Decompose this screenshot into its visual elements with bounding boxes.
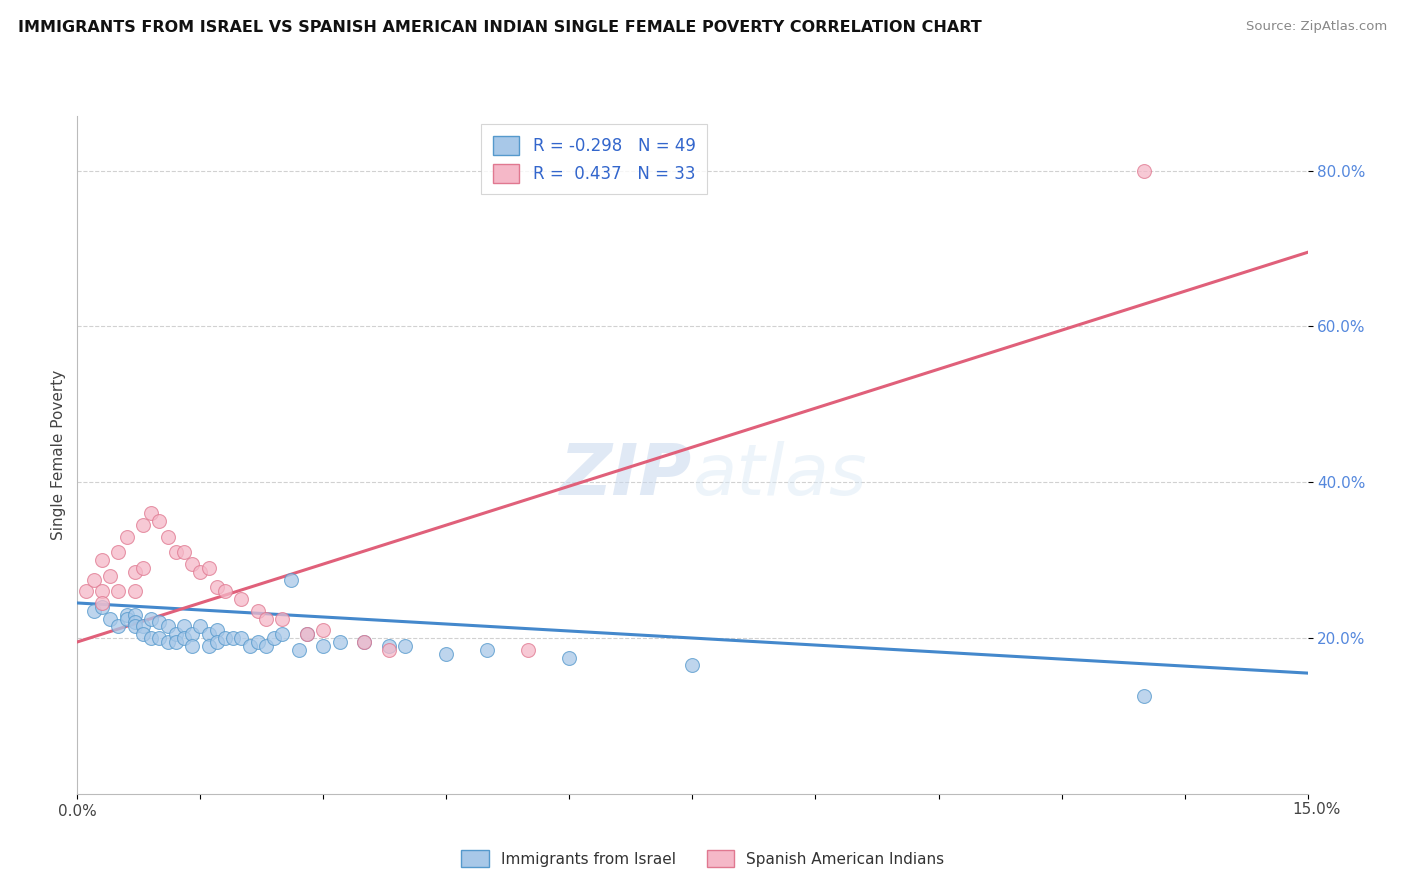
Point [181,639,204,653]
Point [280,573,302,587]
Point [329,635,352,649]
Point [312,639,335,653]
Point [141,631,163,645]
Point [132,561,155,575]
Point [165,545,187,559]
Point [165,627,187,641]
Point [181,627,204,641]
Point [558,650,581,665]
Point [124,615,146,630]
Point [312,624,335,638]
Point [205,581,228,595]
Point [141,507,163,521]
Point [205,624,228,638]
Point [394,639,416,653]
Point [107,545,129,559]
Point [353,635,375,649]
Point [1132,690,1154,704]
Point [263,631,285,645]
Point [197,561,219,575]
Point [295,627,318,641]
Point [107,619,129,633]
Point [378,642,401,657]
Point [682,658,704,673]
Point [90,553,114,567]
Point [148,631,170,645]
Point [156,635,179,649]
Point [124,619,146,633]
Point [477,642,499,657]
Point [205,635,228,649]
Point [148,514,170,528]
Point [124,584,146,599]
Point [231,631,253,645]
Point [181,557,204,571]
Point [254,611,277,625]
Point [90,596,114,610]
Point [214,631,236,645]
Point [1132,163,1154,178]
Point [222,631,245,645]
Legend: R = -0.298   N = 49, R =  0.437   N = 33: R = -0.298 N = 49, R = 0.437 N = 33 [481,124,707,194]
Point [436,647,458,661]
Point [148,615,170,630]
Point [115,611,138,625]
Point [141,611,163,625]
Point [271,611,294,625]
Point [107,584,129,599]
Point [165,635,187,649]
Point [115,607,138,622]
Point [124,607,146,622]
Point [124,565,146,579]
Point [75,584,97,599]
Point [295,627,318,641]
Point [246,635,269,649]
Point [156,530,179,544]
Point [132,518,155,533]
Point [378,639,401,653]
Point [156,619,179,633]
Point [214,584,236,599]
Legend: Immigrants from Israel, Spanish American Indians: Immigrants from Israel, Spanish American… [456,844,950,873]
Point [98,611,121,625]
Y-axis label: Single Female Poverty: Single Female Poverty [51,370,66,540]
Point [188,619,212,633]
Point [90,599,114,614]
Point [353,635,375,649]
Point [271,627,294,641]
Point [239,639,262,653]
Text: 15.0%: 15.0% [1292,802,1340,816]
Text: Source: ZipAtlas.com: Source: ZipAtlas.com [1247,20,1388,33]
Point [188,565,212,579]
Point [197,639,219,653]
Point [173,631,195,645]
Point [83,573,105,587]
Point [231,592,253,607]
Point [90,584,114,599]
Text: IMMIGRANTS FROM ISRAEL VS SPANISH AMERICAN INDIAN SINGLE FEMALE POVERTY CORRELAT: IMMIGRANTS FROM ISRAEL VS SPANISH AMERIC… [18,20,981,35]
Point [98,568,121,582]
Point [254,639,277,653]
Point [132,619,155,633]
Point [173,619,195,633]
Point [83,604,105,618]
Point [197,627,219,641]
Point [115,530,138,544]
Point [517,642,540,657]
Text: ZIP: ZIP [560,441,693,509]
Text: atlas: atlas [693,441,868,509]
Point [288,642,311,657]
Point [132,627,155,641]
Point [173,545,195,559]
Point [246,604,269,618]
